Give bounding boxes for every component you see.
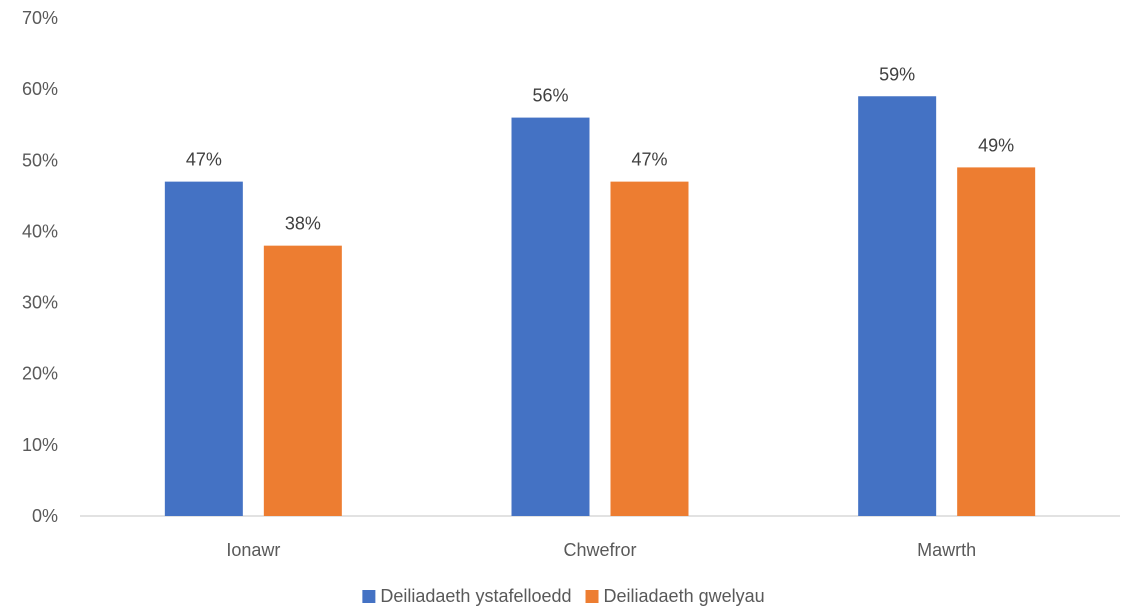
y-tick-label: 0% [32,506,58,526]
legend-swatch [362,590,376,603]
data-label: 59% [879,64,915,84]
data-labels: 47% 38% 56% 47% 59% 49% [186,64,1014,233]
legend-item: Deiliadaeth gwelyau [585,586,765,606]
bar-beds-ionawr [263,245,342,516]
y-tick-label: 20% [22,364,58,384]
y-tick-label: 70% [22,8,58,28]
legend-swatch [585,590,599,603]
y-tick-label: 50% [22,150,58,170]
bar-beds-chwefror [610,181,689,516]
y-axis: 0% 10% 20% 30% 40% 50% 60% 70% [22,8,58,526]
bar-rooms-chwefror [511,117,590,516]
y-tick-label: 10% [22,435,58,455]
data-label: 47% [631,150,667,170]
y-tick-label: 40% [22,221,58,241]
x-category-label: Ionawr [226,540,280,560]
x-category-label: Chwefror [563,540,636,560]
legend-label: Deiliadaeth ystafelloedd [380,586,571,606]
bar-rooms-mawrth [858,96,937,516]
bar-beds-mawrth [957,167,1036,516]
y-tick-label: 60% [22,79,58,99]
data-label: 38% [285,214,321,234]
legend-label: Deiliadaeth gwelyau [604,586,765,606]
data-label: 56% [532,86,568,106]
x-axis: Ionawr Chwefror Mawrth [226,540,976,560]
bar-rooms-ionawr [164,181,243,516]
data-label: 47% [186,150,222,170]
y-tick-label: 30% [22,293,58,313]
data-label: 49% [978,135,1014,155]
legend: Deiliadaeth ystafelloedd Deiliadaeth gwel… [362,586,765,606]
x-category-label: Mawrth [917,540,976,560]
bars [164,96,1036,516]
legend-item: Deiliadaeth ystafelloedd [362,586,572,606]
